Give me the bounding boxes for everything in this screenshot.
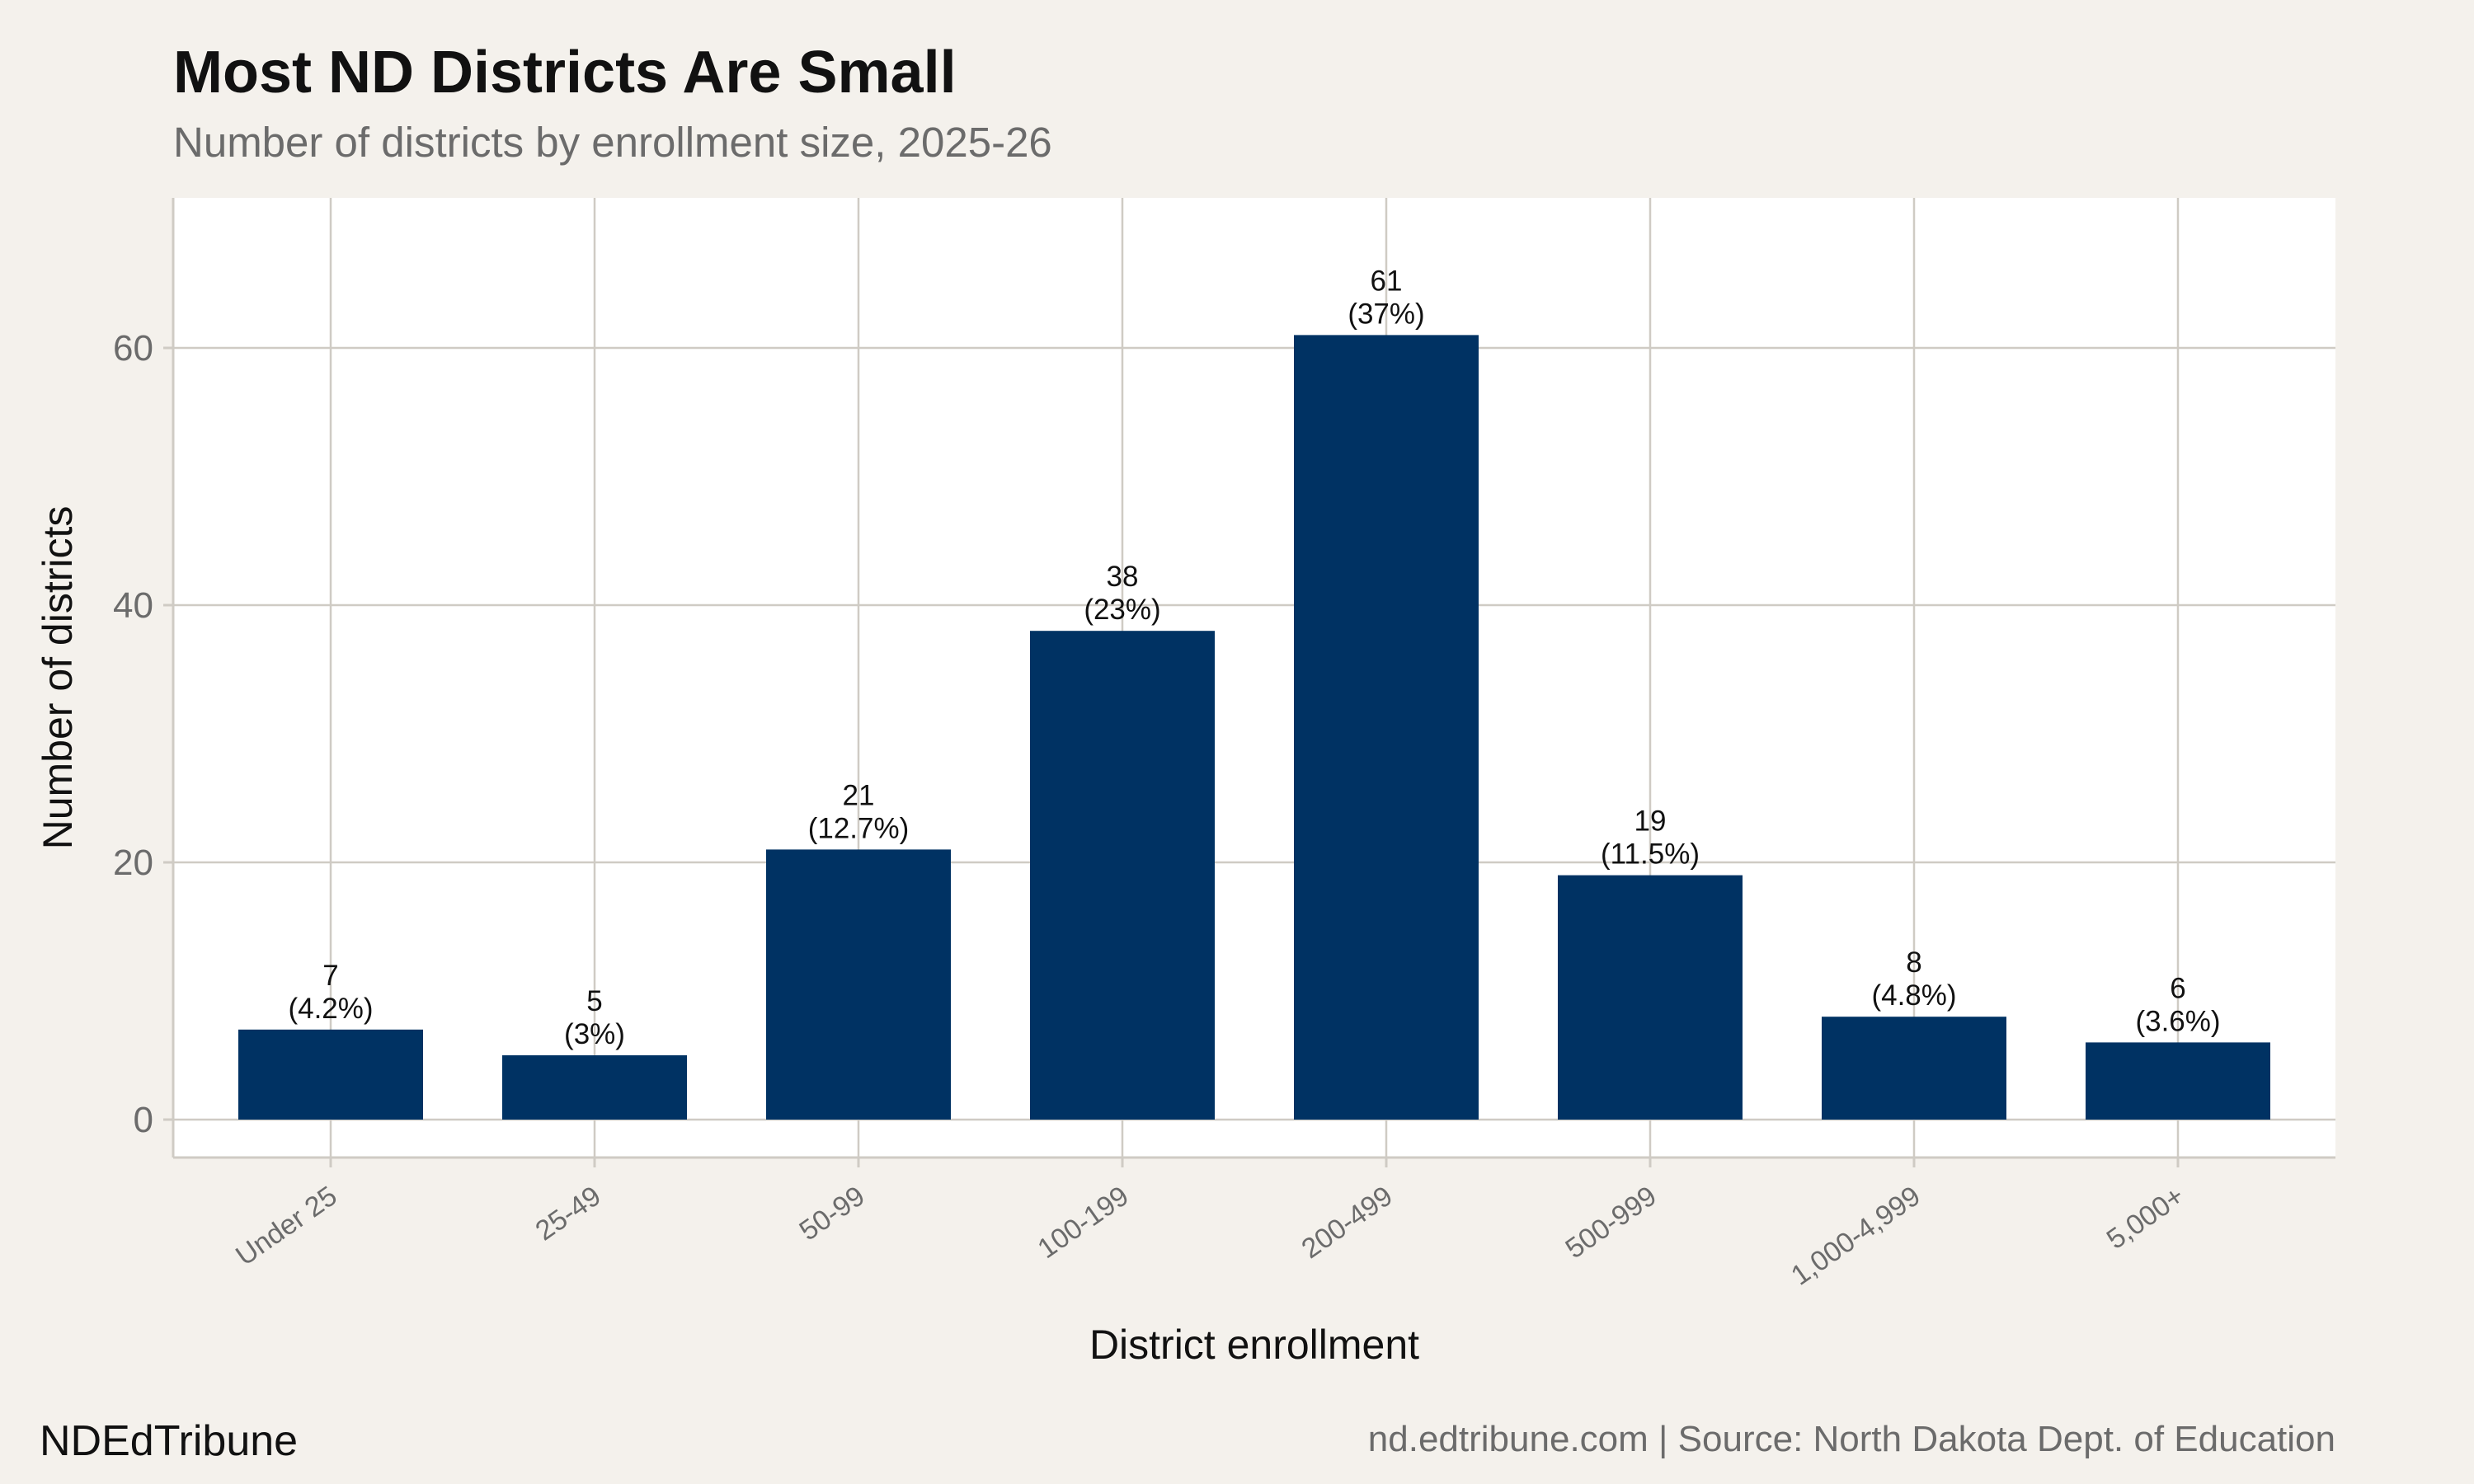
bar-percent-label: (3%) (564, 1018, 625, 1050)
brand-logo-text: NDEdTribune (40, 1417, 298, 1465)
bar (2086, 1042, 2270, 1120)
bar-percent-label: (3.6%) (2135, 1005, 2220, 1037)
bar-percent-label: (12.7%) (808, 812, 910, 844)
bar-percent-label: (11.5%) (1601, 838, 1700, 871)
bar (766, 849, 951, 1120)
x-tick-label: 100-199 (1032, 1180, 1135, 1265)
bar-value-label: 5 (586, 985, 602, 1017)
x-axis-title: District enrollment (1089, 1322, 1419, 1368)
y-tick-label: 0 (134, 1100, 153, 1140)
grid-lines (173, 198, 2335, 1158)
bar-value-label: 7 (322, 960, 338, 992)
y-tick-label: 20 (113, 843, 153, 883)
y-tick-label: 60 (113, 328, 153, 369)
y-tick-label: 40 (113, 585, 153, 626)
x-tick-label: 1,000-4,999 (1785, 1180, 1926, 1291)
x-tick-label: 50-99 (794, 1180, 871, 1247)
source-caption: nd.edtribune.com | Source: North Dakota … (1368, 1419, 2335, 1459)
x-tick-label: 25-49 (530, 1180, 607, 1247)
bar (1558, 875, 1743, 1120)
bar-value-label: 6 (2170, 972, 2185, 1004)
x-tick-label: 500-999 (1560, 1180, 1663, 1265)
x-tick-label: Under 25 (230, 1180, 342, 1271)
bar-percent-label: (4.8%) (1871, 979, 1956, 1012)
bars (238, 335, 2270, 1120)
x-tick-label: 200-499 (1296, 1180, 1399, 1265)
bar-value-label: 8 (1906, 946, 1921, 979)
chart-title: Most ND Districts Are Small (173, 40, 957, 106)
plot-panel (173, 198, 2335, 1158)
bar-value-label: 19 (1634, 805, 1667, 838)
y-axis-title: Number of districts (35, 506, 81, 850)
bar-percent-label: (37%) (1348, 298, 1424, 330)
bar-value-label: 21 (843, 779, 875, 811)
bar (1030, 631, 1215, 1120)
bar (1294, 335, 1479, 1120)
x-tick-label: 5,000+ (2101, 1180, 2190, 1255)
bar-percent-label: (23%) (1084, 594, 1160, 626)
value-labels: 7(4.2%) 5(3%) 21(12.7%) 38(23%) 61(37%) 19(11… (288, 265, 2220, 1050)
bar (238, 1029, 423, 1120)
bar-value-label: 38 (1107, 561, 1139, 593)
chart-subtitle: Number of districts by enrollment size, … (173, 119, 1052, 166)
bar-percent-label: (4.2%) (288, 993, 373, 1025)
bar-value-label: 61 (1371, 265, 1403, 297)
bar (502, 1055, 687, 1120)
bar (1822, 1017, 2006, 1120)
